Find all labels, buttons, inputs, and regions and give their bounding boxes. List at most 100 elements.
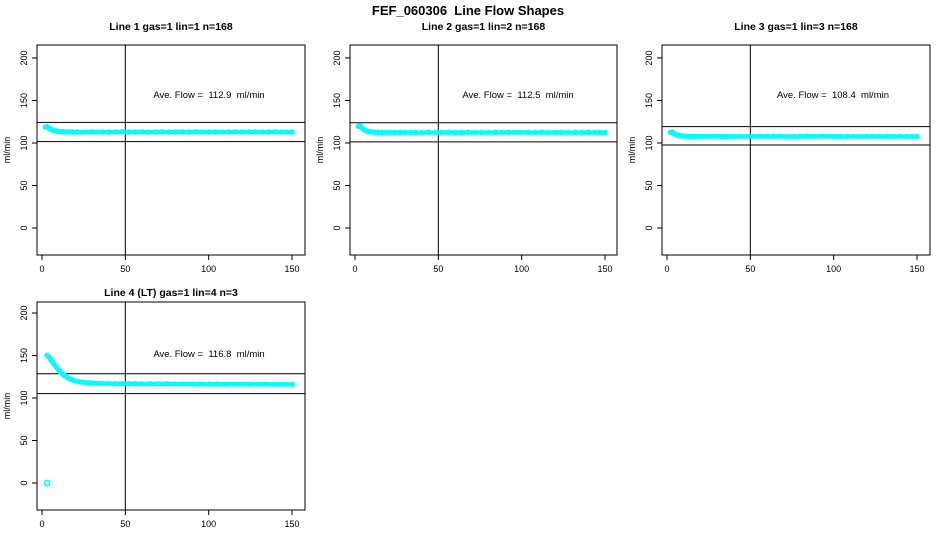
data-point <box>909 133 915 140</box>
x-axis-tick-label: 100 <box>826 264 841 274</box>
data-point <box>830 133 837 140</box>
data-point <box>680 133 687 139</box>
data-point <box>458 129 465 136</box>
data-point <box>545 129 552 136</box>
data-point <box>85 380 92 386</box>
y-axis-tick-label: 50 <box>332 180 342 190</box>
outlier-point <box>43 479 51 487</box>
x-axis-tick-label: 50 <box>120 519 130 529</box>
data-point <box>239 129 245 135</box>
data-point <box>777 133 784 140</box>
data-point <box>94 380 100 386</box>
plot-panel-3: 0 50 100 150 0 50 100 150 200 ml/min <box>627 44 931 274</box>
data-point <box>159 129 165 135</box>
data-point <box>372 129 378 135</box>
plot-box <box>36 44 306 256</box>
data-point <box>205 381 212 387</box>
data-point <box>132 380 139 387</box>
y-axis-tick-label: 50 <box>19 180 29 190</box>
data-point <box>505 129 512 136</box>
data-point <box>552 129 558 136</box>
data-point <box>192 128 199 135</box>
data-point <box>139 129 145 135</box>
x-axis-tick-label: 150 <box>909 264 924 274</box>
y-axis-tick-label: 150 <box>19 348 29 363</box>
panel-1-annotation: Ave. Flow = 112.9 ml/min <box>153 90 265 101</box>
plot-box <box>349 44 618 256</box>
panel-3-title: Line 3 gas=1 lin=3 n=168 <box>734 21 858 33</box>
data-point <box>214 381 220 387</box>
data-point <box>817 133 824 140</box>
data-point <box>289 129 295 135</box>
data-point <box>65 129 72 135</box>
data-point <box>565 129 572 136</box>
panel-4-annotation: Ave. Flow = 116.8 ml/min <box>153 349 265 360</box>
data-point <box>432 129 438 136</box>
data-point <box>770 133 777 140</box>
data-point <box>744 133 750 140</box>
data-point <box>694 133 700 140</box>
y-axis-tick-label: 100 <box>19 135 29 150</box>
data-point <box>255 381 262 387</box>
data-point <box>897 133 904 140</box>
data-point <box>478 129 485 136</box>
plot-panel-1: 0 50 100 150 0 50 100 150 200 ml/min <box>2 44 306 274</box>
data-point <box>145 129 152 135</box>
data-point <box>180 381 187 387</box>
x-axis-tick-label: 150 <box>284 519 299 529</box>
data-point <box>259 129 265 135</box>
data-point <box>172 129 179 135</box>
data-point <box>572 129 578 136</box>
data-point <box>152 129 159 135</box>
data-point <box>289 381 295 388</box>
y-axis-tick-label: 200 <box>644 50 654 65</box>
data-point <box>790 133 797 140</box>
data-point <box>112 380 119 387</box>
y-axis-title: ml/min <box>2 137 12 164</box>
data-point <box>699 133 705 140</box>
data-point <box>84 129 90 135</box>
data-point <box>397 129 403 136</box>
data-point <box>730 133 737 140</box>
data-point <box>119 129 125 135</box>
data-point <box>538 129 545 136</box>
data-point <box>225 129 232 135</box>
data-point <box>690 133 697 140</box>
data-point <box>485 129 492 136</box>
data-point <box>837 133 844 140</box>
data-point <box>844 133 850 140</box>
y-axis-tick-label: 0 <box>332 225 342 230</box>
data-point <box>147 381 154 387</box>
data-point <box>784 133 790 140</box>
data-point <box>757 133 764 140</box>
data-point <box>810 133 817 140</box>
data-point <box>724 133 730 140</box>
data-point <box>585 129 592 136</box>
data-point <box>247 381 254 387</box>
data-point <box>864 133 870 140</box>
plot-panel-4: 0 50 100 150 0 50 100 150 200 ml/min <box>2 301 306 529</box>
data-point <box>219 129 225 135</box>
data-point <box>189 381 195 387</box>
data-point <box>870 133 877 140</box>
y-axis-tick-label: 150 <box>332 93 342 108</box>
data-point <box>265 129 272 135</box>
data-point <box>764 133 770 140</box>
data-point <box>89 380 95 386</box>
data-point <box>392 129 398 136</box>
data-point <box>284 129 290 135</box>
plot-box <box>661 44 931 256</box>
panel-4-title: Line 4 (LT) gas=1 lin=4 n=3 <box>104 287 238 299</box>
y-axis-tick-label: 100 <box>19 390 29 405</box>
data-point <box>914 133 920 140</box>
y-axis-title: ml/min <box>627 137 637 164</box>
data-point <box>375 129 382 136</box>
data-point <box>99 380 105 387</box>
x-axis-tick-label: 0 <box>352 264 357 274</box>
data-point <box>55 128 62 135</box>
data-point <box>252 129 259 135</box>
data-point <box>597 129 603 136</box>
y-axis-tick-label: 150 <box>644 93 654 108</box>
y-axis-title: ml/min <box>2 393 12 420</box>
